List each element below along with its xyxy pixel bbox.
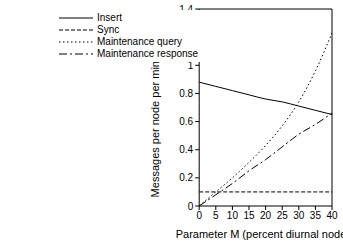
html-text:Insert: Insert: [97, 12, 122, 23]
svg-text:0.8: 0.8: [179, 88, 193, 99]
svg-text:1.4: 1.4: [179, 4, 193, 15]
html-text:Maintenance response: Maintenance response: [97, 48, 199, 59]
svg-text:0.6: 0.6: [179, 116, 193, 127]
html-text:Maintenance query: Maintenance query: [97, 36, 183, 47]
svg-text:0: 0: [188, 201, 194, 212]
svg-text:0.2: 0.2: [179, 172, 193, 183]
svg-text:10: 10: [227, 210, 239, 221]
svg-text:30: 30: [293, 210, 305, 221]
svg-text:Parameter M (percent diurnal n: Parameter M (percent diurnal nodes): [176, 228, 335, 240]
svg-text:1: 1: [188, 60, 194, 71]
svg-text:35: 35: [310, 210, 322, 221]
svg-text:Messages per node per minute (: Messages per node per minute (avg): [149, 18, 161, 198]
html-text:Sync: Sync: [97, 24, 120, 35]
svg-text:15: 15: [243, 210, 255, 221]
svg-text:5: 5: [213, 210, 219, 221]
svg-text:40: 40: [326, 210, 335, 221]
svg-text:0.4: 0.4: [179, 144, 193, 155]
svg-text:0: 0: [196, 210, 202, 221]
svg-text:25: 25: [277, 210, 289, 221]
svg-text:20: 20: [260, 210, 272, 221]
svg-text:1.2: 1.2: [179, 32, 193, 43]
